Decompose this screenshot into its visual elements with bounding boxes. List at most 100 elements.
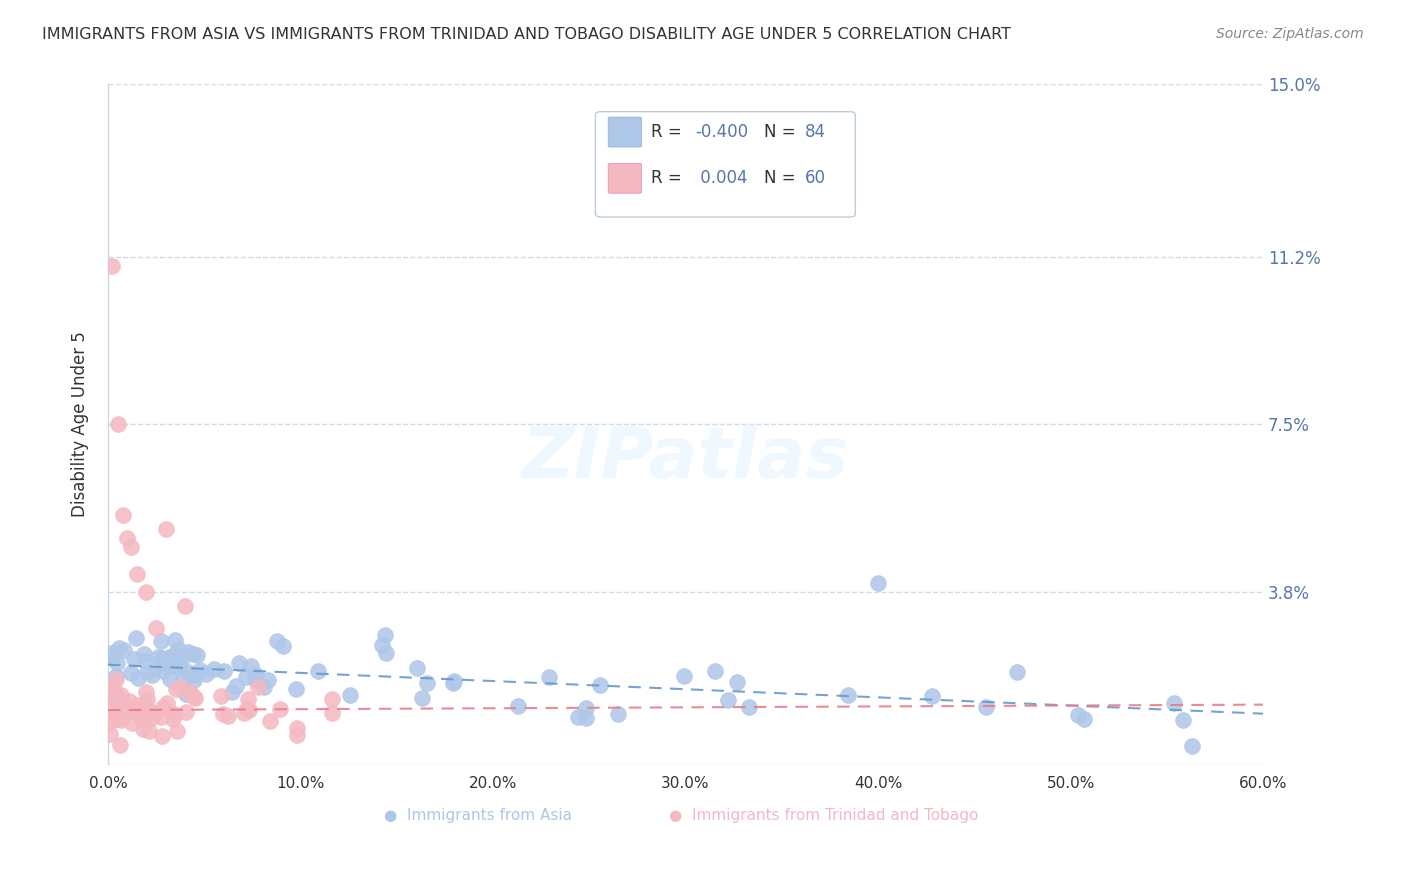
Point [159,672,181,686]
Point [127,671,149,685]
Point [212,664,235,678]
Point [868,576,890,591]
Text: 60: 60 [804,169,825,187]
Point [103,681,125,696]
Point [132,722,155,736]
Text: R =: R = [651,123,688,141]
Point [575,711,598,725]
Text: N =: N = [763,123,801,141]
Point [118,694,141,708]
Point [156,696,179,710]
Point [108,640,131,655]
Point [589,678,612,692]
Point [141,706,163,720]
Text: R =: R = [651,169,688,187]
Point [174,705,197,719]
Text: N =: N = [763,169,801,187]
Point [135,706,157,720]
Point [103,708,125,723]
FancyBboxPatch shape [609,117,641,147]
Point [370,638,392,652]
Point [239,658,262,673]
Point [183,673,205,687]
Point [162,713,184,727]
Y-axis label: Disability Age Under 5: Disability Age Under 5 [72,332,89,517]
Point [110,689,132,703]
Point [152,699,174,714]
Point [339,688,361,702]
Text: ●  Immigrants from Asia: ● Immigrants from Asia [384,808,572,823]
Point [209,689,232,703]
Point [149,634,172,648]
Point [138,723,160,738]
Point [136,665,159,679]
Point [183,647,205,661]
Point [107,417,129,432]
Point [246,681,269,695]
Point [166,648,188,663]
Point [837,688,859,702]
Point [1005,665,1028,680]
Point [269,702,291,716]
Point [238,703,260,717]
Point [374,646,396,660]
Point [112,508,135,522]
Point [217,708,239,723]
Point [101,646,124,660]
Point [307,664,329,678]
Point [108,707,131,722]
Point [132,648,155,662]
Point [107,701,129,715]
Point [738,699,761,714]
Point [607,707,630,722]
Point [1163,696,1185,710]
Point [1173,713,1195,727]
Point [257,673,280,687]
Point [567,710,589,724]
Point [135,585,157,599]
Point [131,714,153,728]
Point [974,699,997,714]
Point [181,688,204,702]
Point [285,682,308,697]
Point [575,700,598,714]
Point [416,676,439,690]
Point [232,706,254,720]
Point [100,703,122,717]
Point [321,706,343,721]
Point [163,633,186,648]
Point [225,679,247,693]
Point [243,672,266,686]
Point [101,680,124,694]
Point [105,656,128,670]
Point [118,703,141,717]
Point [136,692,159,706]
Text: 84: 84 [804,123,825,141]
Point [235,670,257,684]
Point [183,690,205,704]
Text: -0.400: -0.400 [695,123,748,141]
Point [174,687,197,701]
Point [121,716,143,731]
Point [374,628,396,642]
Point [406,661,429,675]
Point [221,685,243,699]
Point [135,685,157,699]
Point [152,664,174,678]
Point [167,660,190,674]
Point [131,709,153,723]
Point [506,699,529,714]
Point [285,729,308,743]
Point [132,698,155,712]
Point [271,639,294,653]
Point [166,724,188,739]
Text: IMMIGRANTS FROM ASIA VS IMMIGRANTS FROM TRINIDAD AND TOBAGO DISABILITY AGE UNDER: IMMIGRANTS FROM ASIA VS IMMIGRANTS FROM … [42,27,1011,42]
Point [114,642,136,657]
Point [321,691,343,706]
Point [120,704,142,718]
Point [725,675,748,690]
Point [236,692,259,706]
Point [155,522,177,536]
Point [717,693,740,707]
Point [110,713,132,727]
